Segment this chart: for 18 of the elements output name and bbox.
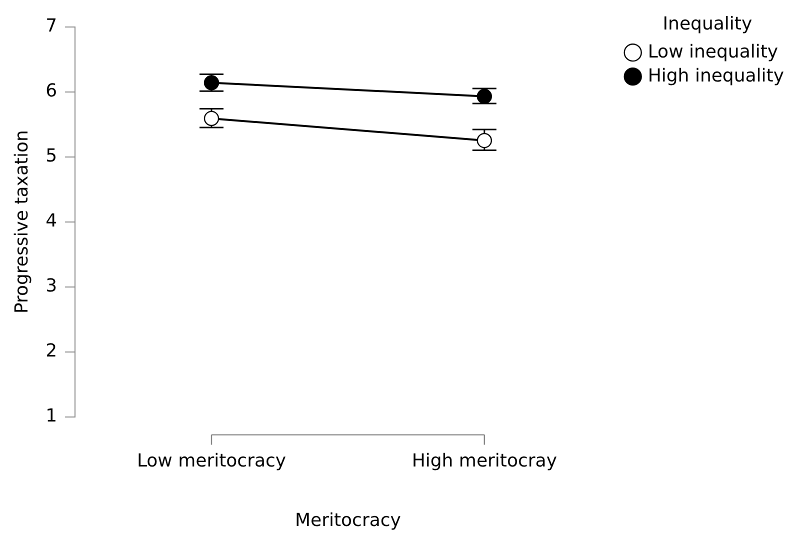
y-tick-label: 5 (46, 145, 58, 166)
point (476, 88, 492, 104)
legend-label: High inequality (648, 65, 784, 86)
legend-label: Low inequality (648, 41, 778, 62)
x-axis-title: Meritocracy (294, 510, 402, 531)
y-axis-title: Progressive taxation (11, 130, 32, 314)
point (204, 110, 220, 126)
y-tick-label: 7 (46, 15, 58, 36)
point (476, 132, 492, 148)
point (204, 75, 220, 90)
legend-title: Inequality (662, 14, 752, 35)
y-tick-label: 6 (46, 80, 58, 102)
y-tick-label: 3 (46, 275, 58, 296)
x-tick-label: High meritocray (412, 450, 558, 472)
y-tick-label: 1 (46, 405, 58, 426)
x-tick-label: Low meritocracy (136, 450, 286, 472)
y-tick-label: 4 (46, 210, 58, 232)
y-tick-label: 2 (46, 340, 58, 362)
